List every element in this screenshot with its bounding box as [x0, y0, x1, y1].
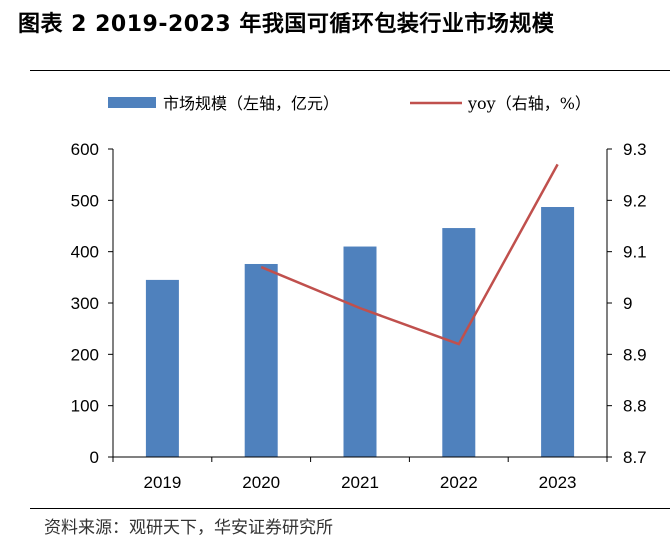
- right-tick-label: 9.2: [623, 191, 647, 210]
- right-tick-label: 8.9: [623, 345, 647, 364]
- left-axis: 0 100 200 300 400 500 600: [71, 140, 114, 467]
- legend: 市场规模（左轴，亿元） yoy（右轴，%）: [108, 94, 591, 113]
- legend-label-line: yoy（右轴，%）: [467, 94, 591, 113]
- left-tick-label: 200: [71, 345, 99, 364]
- x-tick-label: 2022: [440, 473, 478, 492]
- right-tick-label: 9: [623, 294, 632, 313]
- x-axis: 2019 2020 2021 2022 2023: [112, 456, 608, 492]
- right-tick-label: 9.1: [623, 243, 647, 262]
- yoy-line: [260, 163, 559, 346]
- x-tick-label: 2020: [242, 473, 280, 492]
- bar: [244, 263, 278, 457]
- line-series: [260, 163, 559, 346]
- legend-label-bar: 市场规模（左轴，亿元）: [163, 94, 339, 113]
- right-tick-label: 8.8: [623, 397, 647, 416]
- legend-swatch-bar: [108, 97, 156, 108]
- left-tick-label: 0: [90, 448, 99, 467]
- right-axis: 8.7 8.8 8.9 9 9.1 9.2 9.3: [606, 140, 647, 467]
- bar: [343, 246, 377, 457]
- bar: [541, 207, 575, 457]
- left-tick-label: 400: [71, 243, 99, 262]
- x-tick-label: 2019: [143, 473, 181, 492]
- top-rule: [30, 70, 670, 71]
- left-tick-label: 600: [71, 140, 99, 159]
- bar: [145, 279, 179, 457]
- right-tick-label: 8.7: [623, 448, 647, 467]
- x-tick-label: 2021: [341, 473, 379, 492]
- source-note: 资料来源：观研天下，华安证券研究所: [44, 518, 333, 538]
- bar-series: [145, 207, 575, 457]
- left-tick-label: 100: [71, 397, 99, 416]
- figure-title: 图表 2 2019-2023 年我国可循环包装行业市场规模: [18, 12, 555, 37]
- x-tick-label: 2023: [539, 473, 577, 492]
- left-tick-label: 300: [71, 294, 99, 313]
- bottom-rule: [30, 508, 670, 509]
- left-tick-label: 500: [71, 191, 99, 210]
- right-tick-label: 9.3: [623, 140, 647, 159]
